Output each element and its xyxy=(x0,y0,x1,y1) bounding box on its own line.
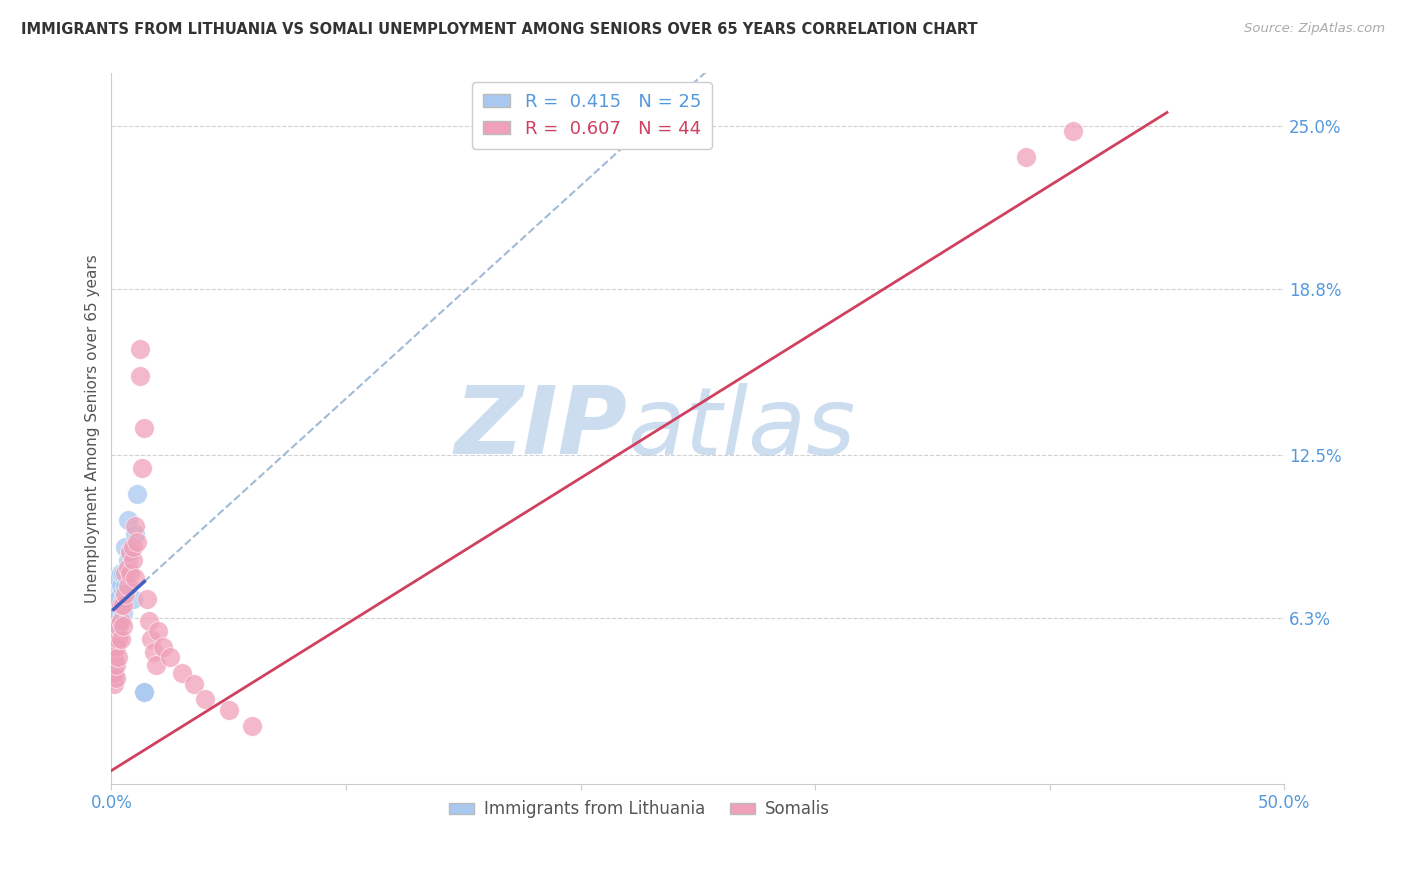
Point xyxy=(138,614,160,628)
Point xyxy=(107,632,129,646)
Point xyxy=(105,592,128,607)
Point xyxy=(240,719,263,733)
Point xyxy=(112,566,135,581)
Point xyxy=(117,561,139,575)
Point xyxy=(107,650,129,665)
Point xyxy=(103,650,125,665)
Point xyxy=(110,598,132,612)
Point xyxy=(103,658,125,673)
Point xyxy=(135,592,157,607)
Point xyxy=(117,514,139,528)
Point xyxy=(105,672,128,686)
Point xyxy=(159,650,181,665)
Point xyxy=(112,598,135,612)
Point xyxy=(103,666,125,681)
Point xyxy=(110,614,132,628)
Point xyxy=(107,592,129,607)
Point xyxy=(1062,124,1084,138)
Point xyxy=(110,566,132,581)
Point xyxy=(117,553,139,567)
Point xyxy=(114,587,136,601)
Point xyxy=(128,368,150,383)
Point xyxy=(112,606,135,620)
Point xyxy=(134,684,156,698)
Legend: Immigrants from Lithuania, Somalis: Immigrants from Lithuania, Somalis xyxy=(441,794,837,825)
Point xyxy=(121,553,143,567)
Point xyxy=(105,640,128,654)
Point xyxy=(110,632,132,646)
Point xyxy=(194,692,217,706)
Text: Source: ZipAtlas.com: Source: ZipAtlas.com xyxy=(1244,22,1385,36)
Point xyxy=(114,566,136,581)
Point xyxy=(152,640,174,654)
Point xyxy=(103,645,125,659)
Point xyxy=(110,579,132,593)
Y-axis label: Unemployment Among Seniors over 65 years: Unemployment Among Seniors over 65 years xyxy=(86,254,100,603)
Point xyxy=(112,619,135,633)
Text: atlas: atlas xyxy=(627,383,856,474)
Text: ZIP: ZIP xyxy=(454,383,627,475)
Point xyxy=(114,540,136,554)
Point xyxy=(103,676,125,690)
Point xyxy=(120,545,142,559)
Point xyxy=(218,703,240,717)
Point xyxy=(105,619,128,633)
Point xyxy=(124,526,146,541)
Point xyxy=(127,534,149,549)
Point xyxy=(127,487,149,501)
Point xyxy=(124,571,146,585)
Point xyxy=(103,672,125,686)
Point xyxy=(121,540,143,554)
Point xyxy=(148,624,170,638)
Point xyxy=(128,343,150,357)
Point xyxy=(105,606,128,620)
Point xyxy=(170,666,193,681)
Point xyxy=(120,566,142,581)
Point xyxy=(131,460,153,475)
Point xyxy=(134,684,156,698)
Point xyxy=(142,645,165,659)
Point xyxy=(107,571,129,585)
Point xyxy=(141,632,163,646)
Point xyxy=(183,676,205,690)
Text: IMMIGRANTS FROM LITHUANIA VS SOMALI UNEMPLOYMENT AMONG SENIORS OVER 65 YEARS COR: IMMIGRANTS FROM LITHUANIA VS SOMALI UNEM… xyxy=(21,22,977,37)
Point xyxy=(121,592,143,607)
Point xyxy=(1015,150,1038,164)
Point xyxy=(145,658,167,673)
Point xyxy=(105,632,128,646)
Point xyxy=(114,579,136,593)
Point xyxy=(112,592,135,607)
Point xyxy=(105,658,128,673)
Point xyxy=(107,619,129,633)
Point xyxy=(124,518,146,533)
Point xyxy=(120,545,142,559)
Point xyxy=(117,579,139,593)
Point xyxy=(107,619,129,633)
Point xyxy=(134,421,156,435)
